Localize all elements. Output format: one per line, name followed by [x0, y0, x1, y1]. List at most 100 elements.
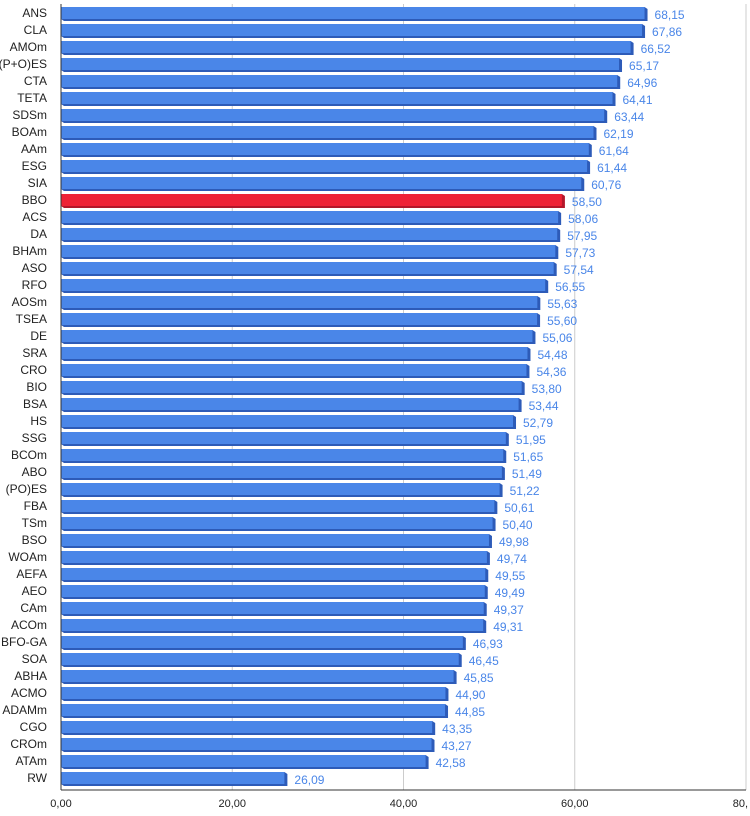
bar	[61, 279, 549, 293]
category-label: BFO-GA	[1, 635, 47, 649]
category-label: AEFA	[16, 567, 47, 581]
x-tick-labels: 0,00 20,00 40,00 60,00 80,	[50, 798, 748, 810]
category-label: TETA	[17, 91, 47, 105]
value-label: 51,95	[516, 433, 546, 447]
bar-face	[61, 364, 527, 376]
category-label: ABO	[22, 465, 47, 479]
bar	[61, 228, 561, 242]
category-label: AMOm	[10, 40, 47, 54]
bar	[61, 160, 591, 174]
value-label: 58,50	[572, 195, 602, 209]
category-label: WOAm	[8, 550, 47, 564]
bar	[61, 126, 597, 140]
bar-face	[61, 330, 533, 342]
bar	[61, 262, 557, 276]
value-label: 51,49	[512, 467, 542, 481]
value-label: 61,44	[597, 161, 627, 175]
value-label: 52,79	[523, 416, 553, 430]
category-label: DE	[30, 329, 47, 343]
bar-face	[61, 568, 486, 580]
category-label: CTA	[24, 74, 47, 88]
bar-face	[61, 653, 459, 665]
bar-face	[61, 41, 631, 53]
value-label: 53,44	[529, 399, 559, 413]
category-label: BSA	[23, 397, 47, 411]
x-tick-label: 60,00	[561, 798, 589, 810]
bar	[61, 687, 449, 701]
category-label: ATAm	[15, 754, 47, 768]
category-label: RFO	[22, 278, 47, 292]
axes	[60, 4, 746, 791]
bar-face	[61, 381, 522, 393]
bar-face	[61, 619, 484, 631]
bar	[61, 92, 616, 106]
category-label: TSEA	[16, 312, 47, 326]
bar	[61, 75, 621, 89]
bar	[61, 296, 541, 310]
bar-face	[61, 58, 620, 70]
value-label: 57,95	[567, 229, 597, 243]
bar	[61, 534, 492, 548]
x-tick-label: 80,	[733, 798, 748, 810]
value-label: 54,36	[536, 365, 566, 379]
bar-face	[61, 398, 519, 410]
bar	[61, 449, 507, 463]
category-label: SSG	[22, 431, 47, 445]
bar	[61, 313, 541, 327]
bar	[61, 704, 449, 718]
bar	[61, 24, 646, 38]
bar	[61, 772, 288, 786]
bar	[61, 381, 525, 395]
value-label: 49,74	[497, 552, 527, 566]
value-label: 61,64	[599, 144, 629, 158]
bar	[61, 177, 585, 191]
bar	[61, 568, 489, 582]
bar-face	[61, 126, 594, 138]
category-label: ANS	[22, 6, 47, 20]
category-label: AAm	[21, 142, 47, 156]
x-tick-label: 0,00	[50, 798, 71, 810]
bar-face	[61, 449, 504, 461]
bar-face	[61, 517, 493, 529]
value-label: 55,06	[542, 331, 572, 345]
category-labels: ANS CLA AMOm (P+O)ES CTA TETA SDSm BOAm AAm ESG SI…	[0, 6, 48, 785]
value-label: 64,41	[623, 93, 653, 107]
category-label: ADAMm	[2, 703, 47, 717]
value-label: 44,90	[455, 688, 485, 702]
bar	[61, 551, 490, 565]
category-label: BSO	[22, 533, 47, 547]
value-label: 68,15	[655, 8, 685, 22]
category-label: CLA	[24, 23, 47, 37]
bar-face	[61, 772, 285, 784]
bar	[61, 109, 608, 123]
category-label: FBA	[24, 499, 47, 513]
category-label: AOSm	[12, 295, 47, 309]
bar-face	[61, 262, 554, 274]
category-label: CGO	[20, 720, 47, 734]
bar-face	[61, 279, 546, 291]
bar	[61, 738, 435, 752]
category-label: ASO	[22, 261, 47, 275]
bar-face	[61, 347, 528, 359]
bar-face	[61, 636, 463, 648]
value-label: 43,27	[441, 739, 471, 753]
bar	[61, 364, 530, 378]
bar	[61, 347, 531, 361]
bar-face	[61, 211, 559, 223]
category-label: RW	[27, 771, 47, 785]
value-label: 51,22	[510, 484, 540, 498]
bar-face	[61, 755, 426, 767]
bar-face	[61, 721, 433, 733]
bar-face	[61, 483, 500, 495]
category-label: (P+O)ES	[0, 57, 47, 71]
category-label: ABHA	[14, 669, 47, 683]
value-label: 55,60	[547, 314, 577, 328]
bar	[61, 636, 466, 650]
value-label: 49,31	[493, 620, 523, 634]
category-label: ACS	[22, 210, 47, 224]
category-label: SDSm	[12, 108, 47, 122]
bar-face	[61, 109, 605, 121]
value-label: 45,85	[464, 671, 494, 685]
bar	[61, 58, 623, 72]
